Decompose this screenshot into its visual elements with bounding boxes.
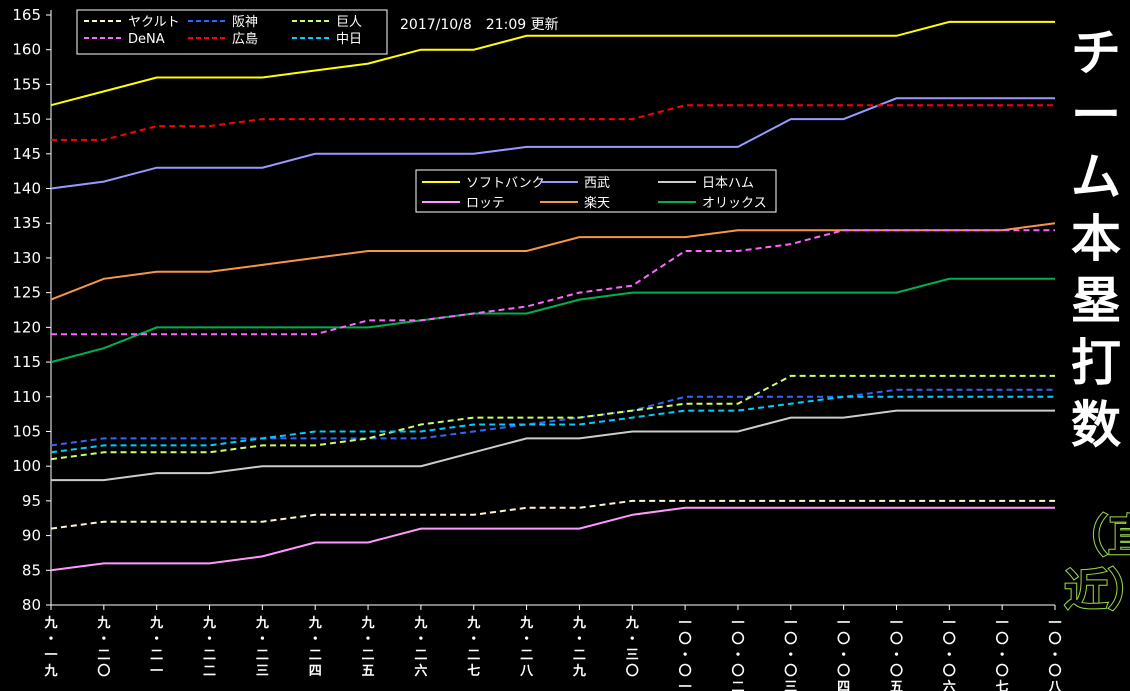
x-tick-labels: 九・一九 九・二〇 九・二一 九・二二 九・二三 九・二四 九・二五 九・二六 九・二七 九・二八… bbox=[43, 605, 1062, 691]
y-tick-label: 80 bbox=[22, 596, 41, 614]
y-tick-label: 90 bbox=[22, 527, 41, 545]
series-lines bbox=[50, 20, 1056, 572]
legend-label: 広島 bbox=[232, 32, 258, 47]
legend-label: ヤクルト bbox=[128, 15, 180, 30]
legend-box bbox=[76, 9, 388, 55]
series-line-10 bbox=[51, 104, 1055, 141]
series-line-3 bbox=[50, 506, 1055, 572]
y-tick-label: 110 bbox=[12, 388, 41, 406]
series-line-4 bbox=[50, 222, 1056, 301]
update-timestamp: 2017/10/8 21:09 更新 bbox=[400, 17, 559, 33]
y-tick-label: 115 bbox=[12, 353, 41, 371]
series-line-1 bbox=[50, 97, 1055, 190]
x-tick-label: 一〇・〇一 bbox=[679, 616, 692, 691]
series-line-5 bbox=[50, 277, 1055, 364]
x-tick-label: 九・二三 bbox=[255, 616, 269, 679]
legend-label: 阪神 bbox=[232, 15, 258, 30]
x-tick-label: 九・二九 bbox=[572, 616, 586, 679]
series-line-8 bbox=[50, 374, 1055, 461]
x-tick-label: 一〇・〇七 bbox=[996, 616, 1009, 691]
y-tick-labels: 80 85 90 95 100 105 110 115 120 125 130 135 140 145 15… bbox=[12, 6, 51, 614]
x-tick-label: 九・二五 bbox=[361, 616, 375, 679]
side-title: チーム本塁打数 bbox=[1071, 24, 1121, 454]
legend-label: 日本ハム bbox=[702, 176, 754, 191]
y-tick-label: 130 bbox=[12, 249, 41, 267]
x-tick-label: 九・二一 bbox=[149, 616, 163, 679]
series-line-11 bbox=[50, 395, 1055, 454]
y-tick-label: 155 bbox=[12, 75, 41, 93]
y-tick-label: 140 bbox=[12, 180, 41, 198]
x-tick-label: 九・三〇 bbox=[625, 616, 639, 679]
x-tick-label: 九・二六 bbox=[413, 616, 427, 679]
legend-label: 西武 bbox=[584, 176, 610, 191]
y-tick-label: 125 bbox=[12, 284, 41, 302]
x-tick-label: 九・二〇 bbox=[96, 616, 110, 679]
series-line-7 bbox=[50, 388, 1055, 447]
x-tick-label: 一〇・〇四 bbox=[837, 616, 850, 691]
legend-label: オリックス bbox=[702, 196, 767, 211]
legend-label: ソフトバンク bbox=[466, 176, 545, 191]
series-line-0 bbox=[50, 20, 1055, 107]
legend-label: 巨人 bbox=[336, 15, 362, 30]
y-tick-label: 85 bbox=[22, 561, 41, 579]
y-tick-label: 135 bbox=[12, 214, 41, 232]
y-tick-label: 120 bbox=[12, 318, 41, 336]
y-tick-label: 100 bbox=[12, 457, 41, 475]
x-tick-label: 一〇・〇六 bbox=[943, 616, 956, 691]
x-tick-label: 一〇・〇五 bbox=[890, 616, 903, 691]
legend-box bbox=[415, 169, 777, 213]
x-tick-label: 九・一九 bbox=[43, 616, 57, 679]
legend-label: ロッテ bbox=[466, 196, 505, 211]
series-line-2 bbox=[51, 409, 1055, 482]
chart-axes bbox=[50, 10, 1055, 606]
y-tick-label: 105 bbox=[12, 422, 41, 440]
legend-label: 楽天 bbox=[584, 195, 610, 211]
side-subtitle: （直近） bbox=[1063, 510, 1130, 617]
x-tick-label: 一〇・〇二 bbox=[731, 616, 744, 691]
x-tick-label: 一〇・〇三 bbox=[784, 616, 797, 691]
x-tick-label: 一〇・〇八 bbox=[1047, 616, 1062, 691]
x-tick-label: 九・二八 bbox=[519, 616, 534, 679]
legend-label: 中日 bbox=[336, 32, 362, 47]
y-tick-label: 145 bbox=[12, 145, 41, 163]
y-tick-label: 95 bbox=[22, 492, 41, 510]
y-tick-label: 150 bbox=[12, 110, 41, 128]
x-tick-label: 九・二二 bbox=[202, 616, 216, 679]
y-tick-label: 165 bbox=[12, 6, 41, 24]
y-tick-label: 160 bbox=[12, 41, 41, 59]
series-line-6 bbox=[50, 499, 1055, 530]
x-tick-label: 九・二七 bbox=[466, 616, 480, 679]
legend-central-league: ヤクルト 阪神 巨人 DeNA 広島 中日 bbox=[76, 9, 388, 55]
series-line-9 bbox=[51, 229, 1055, 336]
legend-label: DeNA bbox=[128, 32, 165, 47]
x-tick-label: 九・二四 bbox=[308, 616, 322, 679]
